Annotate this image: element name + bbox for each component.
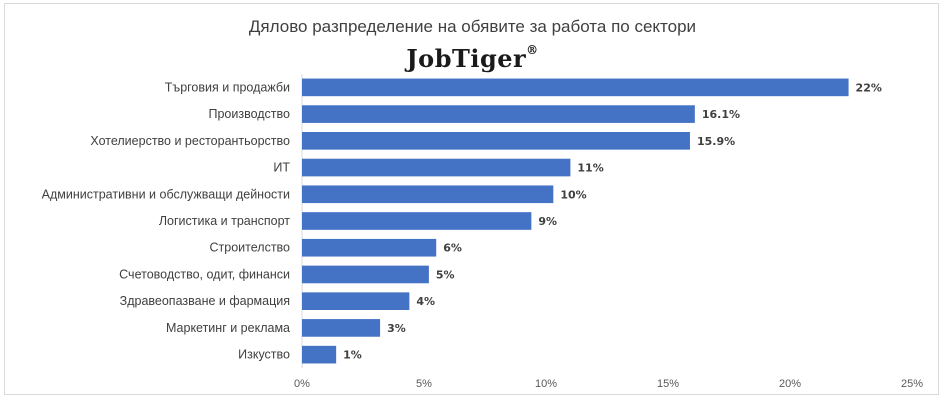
data-label: 15.9% [697,135,735,148]
bar [302,105,695,123]
data-label: 9% [538,215,557,228]
category-label: Хотелиерство и ресторантьорство [90,134,290,148]
data-label: 11% [577,162,603,175]
bar [302,319,381,337]
bar [302,78,849,97]
x-tick-label: 5% [416,378,432,390]
data-label: 16.1% [702,108,740,121]
bar [302,131,690,150]
category-label: Счетоводство, одит, финанси [119,267,290,281]
bar [302,345,337,364]
x-tick-label: 25% [901,378,923,390]
bar [302,238,437,257]
jobtiger-logo: JobTiger® [0,43,945,73]
bar [302,292,410,311]
data-label: 1% [343,349,362,362]
data-label: 22% [856,81,882,94]
category-label: ИТ [273,161,290,175]
data-label: 6% [443,242,462,255]
category-label: Логистика и транспорт [159,214,290,228]
category-label: Здравеопазване и фармация [120,294,290,308]
data-label: 10% [560,188,586,201]
category-label: Търговия и продажби [165,80,290,94]
data-label: 3% [387,322,406,335]
bar [302,185,554,204]
data-label: 4% [416,295,435,308]
bar [302,265,429,284]
x-tick-label: 10% [535,378,557,390]
category-label: Производство [208,107,290,121]
bar [302,158,571,177]
category-label: Административни и обслужващи дейности [42,187,290,201]
x-tick-label: 0% [294,378,310,390]
registered-mark: ® [526,43,539,57]
x-tick-label: 15% [657,378,679,390]
category-label: Изкуство [238,348,290,362]
category-label: Маркетинг и реклама [166,321,290,335]
data-label: 5% [436,268,455,281]
logo-text: JobTiger [406,44,527,73]
bar [302,212,532,230]
chart-title: Дялово разпределение на обявите за работ… [248,17,697,36]
category-label: Строителство [210,241,291,255]
x-tick-label: 20% [779,378,801,390]
